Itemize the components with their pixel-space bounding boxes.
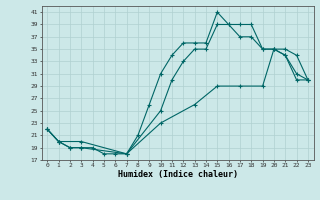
X-axis label: Humidex (Indice chaleur): Humidex (Indice chaleur) bbox=[118, 170, 237, 179]
